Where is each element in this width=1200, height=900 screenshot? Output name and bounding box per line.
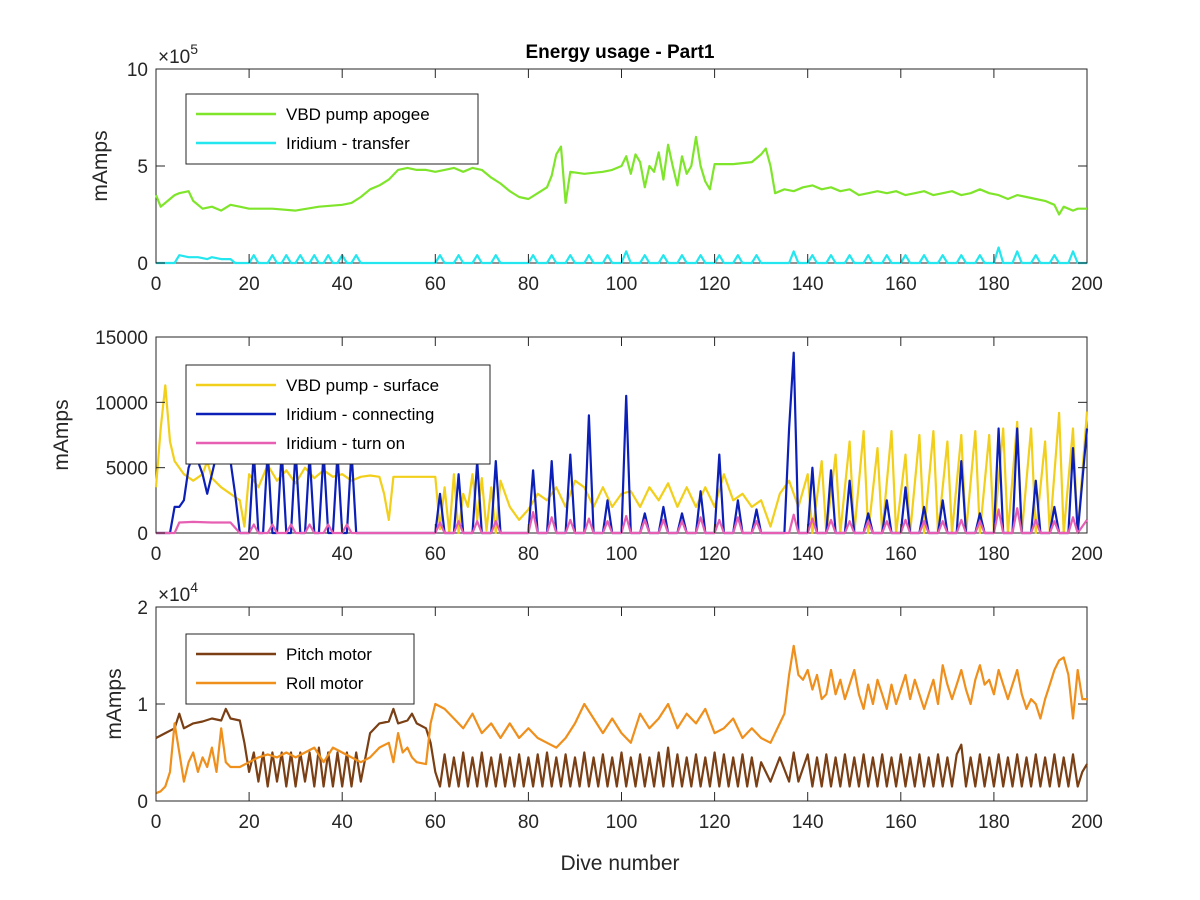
x-tick-label: 120 [699,812,731,833]
series-line-1 [155,707,1088,788]
x-tick-label: 200 [1071,812,1103,833]
subplot-2: 0 20 40 60 80 100 120 140 160 180 200 0 5000 10000 150… [50,328,1103,565]
series-line-1 [154,135,1087,216]
x-tick-label: 200 [1071,274,1103,295]
x-tick-label: 160 [885,544,917,565]
y-tick-label: 0 [137,524,148,545]
y-tick-label: 0 [137,254,148,275]
subplot-1: 0 20 40 60 80 100 120 140 160 180 200 0 5 10 ×105 mAmps… [89,41,1103,295]
x-tick-label: 60 [425,812,446,833]
x-tick-label: 160 [885,812,917,833]
legend-label: Iridium - connecting [286,405,434,424]
legend-label: Iridium - transfer [286,134,410,153]
subplots: 0 20 40 60 80 100 120 140 160 180 2000510×105mAmps… [50,41,1103,833]
legend: VBD pump - surface Iridium - connecting Ir… [185,364,491,465]
x-tick-label: 180 [978,274,1010,295]
x-tick-label: 0 [151,274,162,295]
x-tick-label: 120 [699,544,731,565]
series-line-3 [156,507,1088,535]
legend-label: Pitch motor [286,645,372,664]
y-tick-label: 10000 [95,393,148,414]
x-tick-label: 0 [151,812,162,833]
legend: Pitch motor Roll motor [185,633,415,705]
subplot-3: 0 20 40 60 80 100 120 140 160 180 200 0 1 2 ×104 mAmps P… [103,579,1103,833]
legend: VBD pump apogee Iridium - transfer [185,93,479,165]
x-tick-label: 140 [792,274,824,295]
x-axis-label: Dive number [560,852,679,875]
x-tick-label: 140 [792,544,824,565]
y-tick-label: 0 [137,792,148,813]
x-tick-label: 180 [978,812,1010,833]
x-tick-label: 80 [518,812,539,833]
legend-label: Iridium - turn on [286,434,405,453]
legend-box [185,633,415,705]
series-line-2 [156,246,1087,265]
x-tick-label: 60 [425,274,446,295]
x-tick-label: 20 [239,274,260,295]
y-tick-label: 15000 [95,328,148,349]
y-tick-label: 5000 [106,459,148,480]
x-tick-label: 20 [239,544,260,565]
x-tick-label: 200 [1071,544,1103,565]
legend-label: VBD pump apogee [286,105,430,124]
y-axis-label: mAmps [50,399,73,470]
x-tick-label: 180 [978,544,1010,565]
x-tick-label: 80 [518,274,539,295]
x-tick-label: 100 [606,812,638,833]
x-tick-label: 40 [332,274,353,295]
x-tick-label: 100 [606,544,638,565]
x-tick-label: 160 [885,274,917,295]
legend-box [185,93,479,165]
series-line-2 [155,644,1087,795]
y-exponent-label: ×105 [158,41,198,68]
x-tick-label: 20 [239,812,260,833]
y-axis-label: mAmps [103,668,126,739]
x-tick-label: 120 [699,274,731,295]
y-tick-label: 5 [137,157,148,178]
x-tick-label: 60 [425,544,446,565]
y-exponent-label: ×104 [158,579,198,606]
x-tick-label: 40 [332,812,353,833]
y-tick-label: 10 [127,60,148,81]
y-axis-label: mAmps [89,130,112,201]
x-tick-label: 80 [518,544,539,565]
y-exponent-power: 4 [190,579,198,595]
y-tick-label: 2 [137,598,148,619]
x-tick-label: 140 [792,812,824,833]
x-tick-label: 40 [332,544,353,565]
legend-label: Roll motor [286,674,364,693]
x-tick-label: 100 [606,274,638,295]
figure-title: Energy usage - Part1 [525,42,714,63]
y-tick-label: 1 [137,695,148,716]
y-exponent-power: 5 [190,41,198,57]
x-tick-label: 0 [151,544,162,565]
series-line-1 [154,384,1089,535]
legend-label: VBD pump - surface [286,376,439,395]
